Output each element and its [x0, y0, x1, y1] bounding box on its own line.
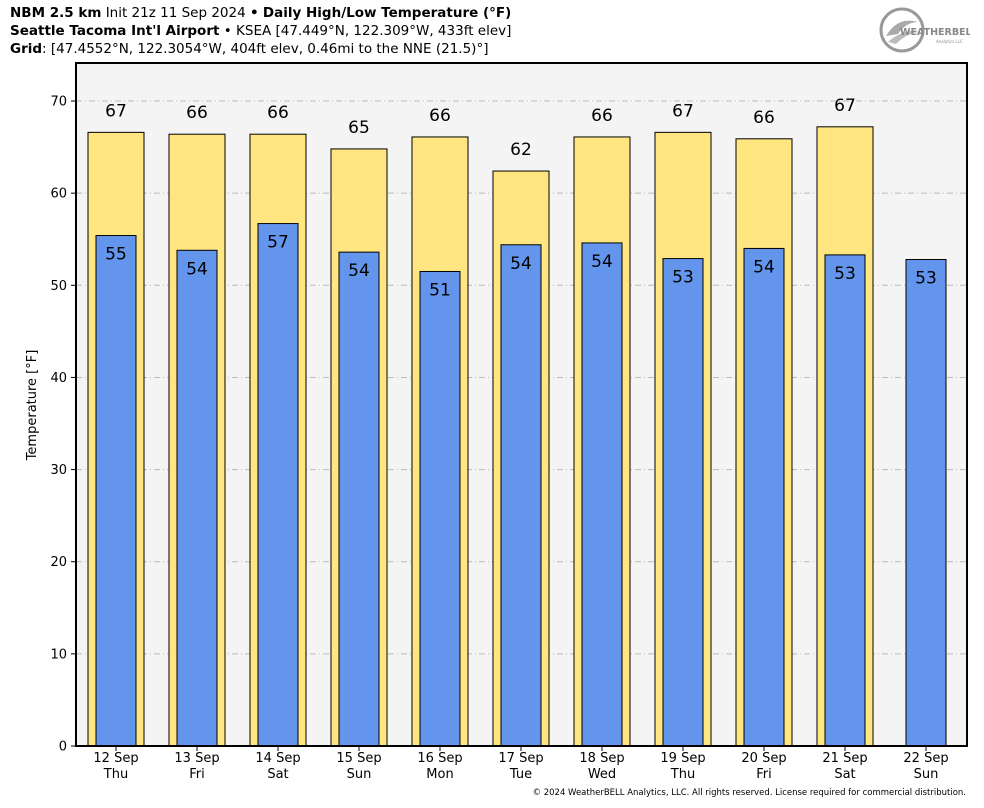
- low-value-label: 57: [267, 233, 289, 253]
- logo-subtext: Analytics LLC: [936, 39, 963, 44]
- x-tick-day: Wed: [588, 767, 616, 782]
- y-tick-label: 20: [50, 555, 67, 570]
- x-tick-day: Mon: [426, 767, 453, 782]
- y-axis: 0 10 20 30 40 50 60 70: [50, 95, 76, 755]
- high-value-label: 62: [510, 140, 532, 160]
- low-bar: [500, 244, 542, 747]
- station-name: Seattle Tacoma Int'l Airport: [10, 23, 220, 39]
- x-tick-date: 20 Sep: [741, 751, 786, 766]
- high-value-label: 67: [672, 101, 694, 121]
- x-tick-date: 13 Sep: [174, 751, 219, 766]
- x-tick-day: Fri: [756, 767, 772, 782]
- low-bar: [95, 235, 137, 747]
- header-line-3: Grid: [47.4552°N, 122.3054°W, 404ft elev…: [10, 41, 488, 58]
- low-temp-labels: 55 54 57 54 51 54 54 53 54 53 53: [105, 233, 937, 301]
- x-tick-date: 18 Sep: [579, 751, 624, 766]
- high-value-label: 66: [591, 106, 613, 126]
- high-value-label: 65: [348, 118, 370, 138]
- low-value-label: 54: [186, 259, 208, 279]
- high-value-label: 67: [834, 96, 856, 116]
- low-value-label: 54: [753, 257, 775, 277]
- y-tick-label: 30: [50, 463, 67, 478]
- low-value-label: 53: [834, 264, 856, 284]
- x-tick-date: 22 Sep: [903, 751, 948, 766]
- logo-text: WEATHERBELL: [900, 27, 970, 38]
- y-axis-label: Temperature [°F]: [25, 350, 40, 462]
- y-tick-label: 70: [50, 95, 67, 110]
- low-bar: [743, 247, 785, 747]
- header-line-1: NBM 2.5 km Init 21z 11 Sep 2024 • Daily …: [10, 5, 511, 22]
- grid-label: Grid: [10, 41, 43, 57]
- y-tick-label: 40: [50, 371, 67, 386]
- x-tick-date: 12 Sep: [93, 751, 138, 766]
- low-value-label: 54: [510, 254, 532, 274]
- x-tick-day: Sun: [914, 767, 939, 782]
- low-bar: [338, 251, 380, 747]
- x-tick-day: Sat: [834, 767, 855, 782]
- low-bar: [581, 242, 623, 747]
- high-value-label: 66: [267, 103, 289, 123]
- high-value-label: 66: [429, 106, 451, 126]
- x-tick-day: Thu: [103, 767, 128, 782]
- x-tick-day: Tue: [509, 767, 532, 782]
- low-temp-bars: [95, 223, 947, 747]
- high-value-label: 66: [186, 103, 208, 123]
- low-value-label: 55: [105, 245, 127, 265]
- x-tick-day: Thu: [670, 767, 695, 782]
- low-value-label: 51: [429, 280, 451, 300]
- low-value-label: 54: [591, 252, 613, 272]
- header-separator: •: [223, 23, 232, 39]
- low-bar: [905, 259, 947, 747]
- x-tick-date: 15 Sep: [336, 751, 381, 766]
- low-bar: [176, 249, 218, 747]
- low-bar: [257, 223, 299, 747]
- model-name: NBM 2.5 km: [10, 5, 102, 21]
- high-value-label: 66: [753, 108, 775, 128]
- x-tick-date: 17 Sep: [498, 751, 543, 766]
- y-tick-label: 0: [59, 740, 67, 755]
- x-tick-day: Sat: [267, 767, 288, 782]
- header-separator: •: [249, 5, 259, 21]
- grid-info: : [47.4552°N, 122.3054°W, 404ft elev, 0.…: [42, 41, 489, 57]
- x-tick-date: 21 Sep: [822, 751, 867, 766]
- x-tick-day: Sun: [347, 767, 372, 782]
- station-info: KSEA [47.449°N, 122.309°W, 433ft elev]: [236, 23, 512, 39]
- chart-title: Daily High/Low Temperature (°F): [262, 5, 512, 21]
- header-line-2: Seattle Tacoma Int'l Airport • KSEA [47.…: [10, 23, 511, 40]
- y-tick-label: 10: [50, 647, 67, 662]
- x-tick-date: 16 Sep: [417, 751, 462, 766]
- x-tick-date: 14 Sep: [255, 751, 300, 766]
- init-time: Init 21z 11 Sep 2024: [105, 5, 246, 21]
- y-tick-label: 60: [50, 187, 67, 202]
- high-temp-labels: 67 66 66 65 66 62 66 67 66 67: [105, 96, 856, 160]
- y-tick-label: 50: [50, 279, 67, 294]
- low-value-label: 53: [915, 269, 937, 289]
- x-tick-date: 19 Sep: [660, 751, 705, 766]
- low-bar: [824, 254, 866, 747]
- low-bar: [419, 270, 461, 747]
- x-tick-day: Fri: [189, 767, 205, 782]
- copyright-footer: © 2024 WeatherBELL Analytics, LLC. All r…: [532, 788, 966, 798]
- low-bar: [662, 258, 704, 747]
- low-value-label: 54: [348, 261, 370, 281]
- weatherbell-logo: WEATHERBELL Analytics LLC: [879, 7, 970, 53]
- low-value-label: 53: [672, 268, 694, 288]
- high-value-label: 67: [105, 101, 127, 121]
